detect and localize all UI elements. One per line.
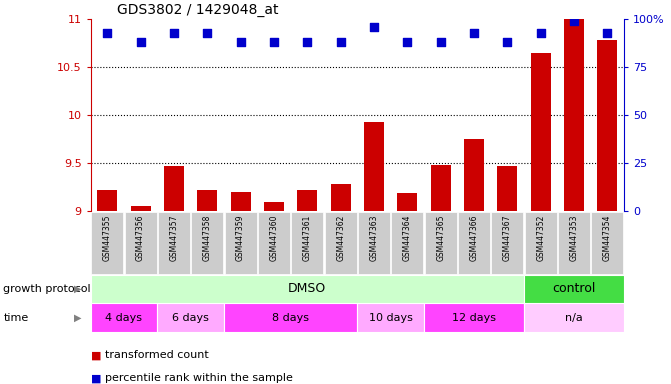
- Text: ▶: ▶: [74, 313, 82, 323]
- Point: [468, 30, 479, 36]
- FancyBboxPatch shape: [225, 212, 256, 274]
- FancyBboxPatch shape: [458, 212, 490, 274]
- Text: GSM447365: GSM447365: [436, 214, 445, 261]
- FancyBboxPatch shape: [158, 212, 190, 274]
- FancyBboxPatch shape: [558, 212, 590, 274]
- FancyBboxPatch shape: [91, 275, 524, 303]
- Bar: [131, 207, 150, 211]
- Text: GSM447356: GSM447356: [136, 214, 145, 261]
- Bar: [231, 192, 251, 211]
- Bar: [464, 139, 484, 211]
- Text: percentile rank within the sample: percentile rank within the sample: [105, 373, 293, 383]
- Text: GSM447367: GSM447367: [503, 214, 512, 261]
- Text: ■: ■: [91, 350, 105, 360]
- Text: 10 days: 10 days: [368, 313, 413, 323]
- Text: GSM447357: GSM447357: [170, 214, 178, 261]
- Bar: [431, 165, 451, 211]
- FancyBboxPatch shape: [91, 212, 123, 274]
- FancyBboxPatch shape: [491, 212, 523, 274]
- Text: 6 days: 6 days: [172, 313, 209, 323]
- FancyBboxPatch shape: [524, 303, 624, 332]
- Text: GSM447360: GSM447360: [270, 214, 278, 261]
- Text: growth protocol: growth protocol: [3, 284, 91, 294]
- Text: GDS3802 / 1429048_at: GDS3802 / 1429048_at: [117, 3, 278, 17]
- FancyBboxPatch shape: [325, 212, 357, 274]
- Point: [136, 39, 146, 45]
- FancyBboxPatch shape: [358, 303, 424, 332]
- Point: [236, 39, 246, 45]
- Point: [568, 18, 579, 24]
- Point: [602, 30, 613, 36]
- Point: [202, 30, 213, 36]
- FancyBboxPatch shape: [258, 212, 290, 274]
- Point: [268, 39, 279, 45]
- Text: GSM447354: GSM447354: [603, 214, 612, 261]
- FancyBboxPatch shape: [125, 212, 156, 274]
- FancyBboxPatch shape: [591, 212, 623, 274]
- Point: [535, 30, 546, 36]
- Text: DMSO: DMSO: [288, 283, 326, 295]
- Point: [402, 39, 413, 45]
- Bar: [531, 53, 551, 211]
- Point: [302, 39, 313, 45]
- Bar: [297, 190, 317, 211]
- Text: ▶: ▶: [74, 284, 82, 294]
- Bar: [497, 166, 517, 211]
- Text: GSM447352: GSM447352: [536, 214, 545, 261]
- Text: n/a: n/a: [565, 313, 583, 323]
- FancyBboxPatch shape: [424, 303, 524, 332]
- Point: [502, 39, 513, 45]
- Point: [102, 30, 113, 36]
- Text: GSM447359: GSM447359: [236, 214, 245, 261]
- Text: GSM447363: GSM447363: [370, 214, 378, 261]
- Text: GSM447353: GSM447353: [570, 214, 578, 261]
- Text: 8 days: 8 days: [272, 313, 309, 323]
- Text: GSM447362: GSM447362: [336, 214, 345, 261]
- Text: GSM447361: GSM447361: [303, 214, 312, 261]
- Text: GSM447366: GSM447366: [470, 214, 478, 261]
- FancyBboxPatch shape: [391, 212, 423, 274]
- Bar: [564, 19, 584, 211]
- FancyBboxPatch shape: [524, 275, 624, 303]
- FancyBboxPatch shape: [525, 212, 557, 274]
- FancyBboxPatch shape: [358, 212, 390, 274]
- Point: [368, 24, 379, 30]
- FancyBboxPatch shape: [291, 212, 323, 274]
- Bar: [597, 40, 617, 211]
- Text: ■: ■: [91, 373, 105, 383]
- Bar: [397, 193, 417, 211]
- Bar: [331, 184, 351, 211]
- Point: [336, 39, 346, 45]
- Text: control: control: [552, 283, 596, 295]
- Bar: [164, 166, 184, 211]
- Bar: [264, 202, 284, 211]
- FancyBboxPatch shape: [191, 212, 223, 274]
- Text: time: time: [3, 313, 29, 323]
- Text: GSM447364: GSM447364: [403, 214, 412, 261]
- FancyBboxPatch shape: [224, 303, 358, 332]
- FancyBboxPatch shape: [157, 303, 224, 332]
- Text: transformed count: transformed count: [105, 350, 209, 360]
- Text: GSM447355: GSM447355: [103, 214, 112, 261]
- FancyBboxPatch shape: [91, 303, 157, 332]
- Bar: [197, 190, 217, 211]
- Text: 12 days: 12 days: [452, 313, 496, 323]
- Bar: [97, 190, 117, 211]
- FancyBboxPatch shape: [425, 212, 457, 274]
- Text: GSM447358: GSM447358: [203, 214, 212, 261]
- Point: [168, 30, 179, 36]
- Bar: [364, 122, 384, 211]
- Point: [435, 39, 446, 45]
- Text: 4 days: 4 days: [105, 313, 142, 323]
